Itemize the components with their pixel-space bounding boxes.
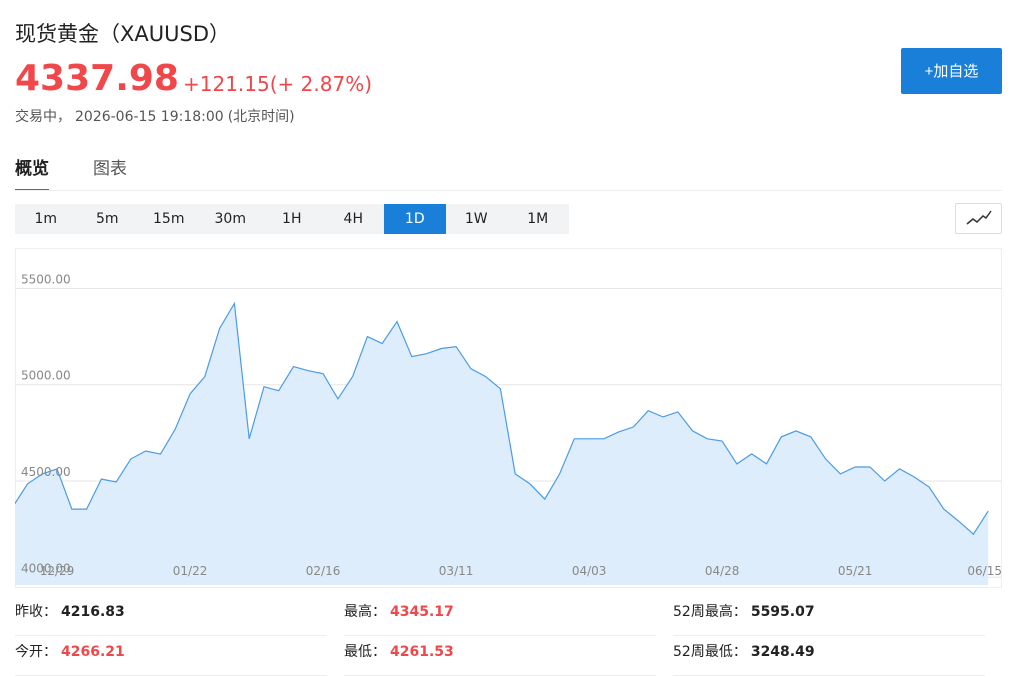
interval-button[interactable]: 4H (343, 211, 363, 227)
stat: 最低： 4261.53 (344, 636, 656, 676)
stat-value: 4216.83 (61, 604, 125, 620)
change: +121.15(+ 2.87%) (183, 72, 372, 96)
stat: 最高： 4345.17 (344, 596, 656, 636)
stat: 52周最高： 5595.07 (673, 596, 985, 636)
stat-value: 4345.17 (390, 604, 454, 620)
stat-value: 4261.53 (390, 644, 454, 660)
stat-label: 最低： (344, 644, 386, 660)
stats-row: 昨收： 4216.83 最高： 4345.17 52周最高： 5595.07 (15, 596, 1002, 636)
status: 交易中， 2026-06-15 19:18:00 (北京时间) (15, 106, 299, 126)
tab[interactable]: 图表 (93, 159, 127, 179)
stat: 今开： 4266.21 (15, 636, 327, 676)
line-icon (966, 210, 992, 225)
y-tick-label: 4500.00 (21, 465, 71, 479)
add-watchlist-button[interactable]: +加自选 (901, 48, 1002, 94)
stat-label: 52周最高： (673, 604, 747, 620)
chart: 4000.00 4500.00 5000.00 5500.00 12/29 01/22 02… (15, 248, 1002, 588)
price: 4337.98 (15, 58, 179, 99)
timestamp: 2026-06-15 19:18:00 (75, 109, 224, 125)
interval-button[interactable]: 5m (95, 211, 119, 227)
interval-button[interactable]: 1W (464, 211, 488, 227)
x-tick-label: 04/03 (572, 564, 607, 578)
chart-type-button[interactable] (955, 203, 1002, 234)
interval-button[interactable]: 15m (153, 211, 185, 227)
stat: 昨收： 4216.83 (15, 596, 327, 636)
stats-row: 今开： 4266.21 最低： 4261.53 52周最低： 3248.49 (15, 636, 1002, 676)
tab[interactable]: 概览 (15, 154, 49, 191)
x-tick-label: 02/16 (306, 564, 341, 578)
trading-status: 交易中， (15, 109, 71, 125)
area (15, 303, 989, 585)
stat-label: 昨收： (15, 604, 57, 620)
y-tick-label: 4000.00 (21, 561, 71, 575)
stat-label: 52周最低： (673, 644, 747, 660)
x-tick-label: 03/11 (439, 564, 474, 578)
interval-button[interactable]: 30m (214, 211, 246, 227)
stat-value: 4266.21 (61, 644, 125, 660)
y-tick-label: 5500.00 (21, 272, 71, 286)
change-pct: (+ 2.87%) (269, 72, 373, 96)
x-tick-label: 05/21 (838, 564, 873, 578)
x-tick-label: 12/29 (40, 564, 75, 578)
change-value: +121.15 (183, 72, 270, 96)
y-tick-label: 5000.00 (21, 369, 71, 383)
x-tick-label: 04/28 (705, 564, 740, 578)
divider (15, 190, 1002, 191)
x-tick-label: 01/22 (173, 564, 208, 578)
tabs: 概览 图表 (15, 154, 127, 191)
interval-button[interactable]: 1D (384, 204, 446, 234)
stat: 52周最低： 3248.49 (673, 636, 985, 676)
stat-value: 5595.07 (750, 604, 815, 620)
stat-label: 今开： (15, 644, 57, 660)
line (15, 301, 989, 536)
stats: 昨收： 4216.83 最高： 4345.17 52周最高： 5595.07 今开： 4266… (15, 596, 1002, 676)
stat-value: 3248.49 (750, 644, 815, 660)
interval-button[interactable]: 1m (34, 211, 58, 227)
stat-label: 最高： (344, 604, 386, 620)
interval-bar: 1m 5m 15m 30m 1H 4H 1D 1W 1M (15, 204, 569, 234)
x-tick-label: 06/15 (967, 564, 1002, 578)
interval-button[interactable]: 1M (527, 211, 549, 227)
interval-button[interactable]: 1H (282, 211, 302, 227)
chart-frame (15, 248, 1002, 588)
timezone: (北京时间) (227, 109, 295, 125)
title: 现货黄金（XAUUSD） (15, 22, 230, 46)
